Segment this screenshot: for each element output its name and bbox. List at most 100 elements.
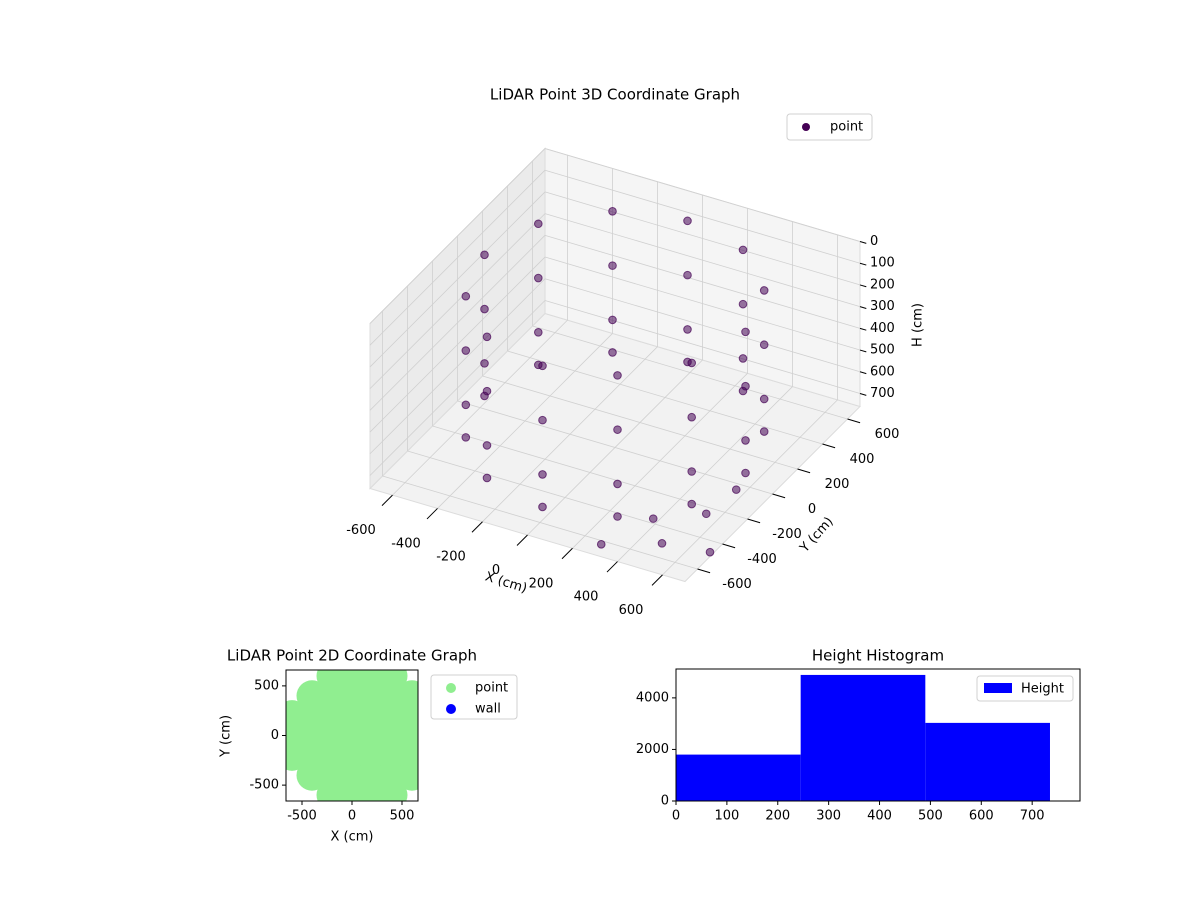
y-tick-label: 0 <box>271 728 279 743</box>
bar <box>800 674 926 801</box>
grid-line <box>369 256 546 433</box>
axes-frame <box>675 668 1081 802</box>
tick-mark <box>381 494 393 506</box>
legend-box <box>786 113 873 141</box>
point <box>613 425 622 434</box>
point <box>480 359 489 368</box>
point <box>534 328 543 337</box>
y-tick-label: 2000 <box>636 742 669 757</box>
point <box>596 540 606 549</box>
tick-mark <box>859 284 867 288</box>
point <box>482 441 492 450</box>
tick-mark <box>859 349 867 353</box>
point <box>480 250 489 260</box>
point <box>482 332 492 342</box>
z-tick-label: 600 <box>870 364 895 379</box>
point <box>613 371 622 380</box>
tick-mark <box>561 547 573 560</box>
grid-line <box>369 213 546 389</box>
grid-line <box>369 300 546 476</box>
point <box>738 245 748 255</box>
point <box>461 291 471 301</box>
y-tick-label: -500 <box>249 778 279 793</box>
x-tick-label: 0 <box>492 563 500 578</box>
tick-mark <box>847 418 861 424</box>
x-tick-label: -500 <box>287 809 317 824</box>
point <box>738 354 748 363</box>
y-tick-label: 500 <box>254 678 279 693</box>
tick-mark <box>516 534 528 546</box>
grid-line <box>532 325 848 420</box>
z-tick-label: 700 <box>870 386 895 401</box>
x-tick-label: 200 <box>765 809 790 824</box>
x-tick-label: 300 <box>816 809 841 824</box>
grid-line <box>369 278 546 455</box>
x-tick-label: 200 <box>529 576 554 591</box>
tick-mark <box>606 561 618 573</box>
grid-line <box>482 375 798 470</box>
grid-line <box>544 213 861 308</box>
y-axis-label: Y (cm) <box>219 715 234 758</box>
grid-line <box>544 191 861 286</box>
point <box>538 415 547 425</box>
bar <box>925 722 1050 801</box>
plot-histogram: 0 100 200 300 400 500 600 700 0 2000 4000 Height <box>636 668 1081 824</box>
point <box>683 270 692 280</box>
legend-marker <box>802 123 810 131</box>
point <box>534 219 543 229</box>
point <box>741 327 750 337</box>
point <box>741 468 750 478</box>
point <box>538 470 547 479</box>
point <box>613 479 622 489</box>
grid-line <box>544 278 861 373</box>
grid-line <box>544 256 861 351</box>
point <box>731 485 741 494</box>
x-tick-label: 700 <box>1020 809 1045 824</box>
grid-line <box>369 148 546 324</box>
z-tick-label: 200 <box>870 277 895 292</box>
x-tick-label: -600 <box>346 523 376 538</box>
grid-line <box>407 450 723 545</box>
point <box>480 304 489 314</box>
point <box>687 358 697 368</box>
point <box>396 680 418 712</box>
point <box>538 361 547 371</box>
point <box>687 467 697 476</box>
point <box>687 499 697 509</box>
grid-line <box>544 300 861 394</box>
tick-mark <box>772 493 786 499</box>
y-tick-label: 0 <box>661 794 669 809</box>
point <box>741 381 750 391</box>
z-tick-label: 500 <box>870 343 895 358</box>
y-tick-label: 0 <box>808 502 816 517</box>
chart-title: LiDAR Point 3D Coordinate Graph <box>490 86 740 104</box>
tick-mark <box>859 262 867 266</box>
y-tick-label: -400 <box>747 552 777 567</box>
point <box>461 400 471 410</box>
tick-mark <box>859 306 867 309</box>
tick-mark <box>859 327 867 331</box>
legend-marker <box>446 683 456 693</box>
tick-mark <box>859 371 867 375</box>
y-tick-label: 400 <box>850 452 875 467</box>
point <box>608 261 617 270</box>
point <box>482 386 492 396</box>
z-tick-label: 0 <box>870 234 878 249</box>
x-tick-label: 400 <box>867 809 892 824</box>
z-tick-label: 100 <box>870 256 895 271</box>
legend-marker <box>984 683 1012 693</box>
point <box>705 547 715 557</box>
y-tick-label: -600 <box>722 577 752 592</box>
grid-line <box>544 169 861 264</box>
point <box>608 207 617 216</box>
x-tick-label: 400 <box>574 590 599 605</box>
legend-label: wall <box>475 702 501 717</box>
grid-line <box>507 350 823 445</box>
grid-line <box>544 234 861 329</box>
plot-2d: -500 0 500 -500 0 500 X (cm) Y (cm) point wall <box>219 669 518 845</box>
point <box>376 670 408 692</box>
point <box>534 273 543 283</box>
point <box>759 286 769 295</box>
point <box>538 502 547 512</box>
